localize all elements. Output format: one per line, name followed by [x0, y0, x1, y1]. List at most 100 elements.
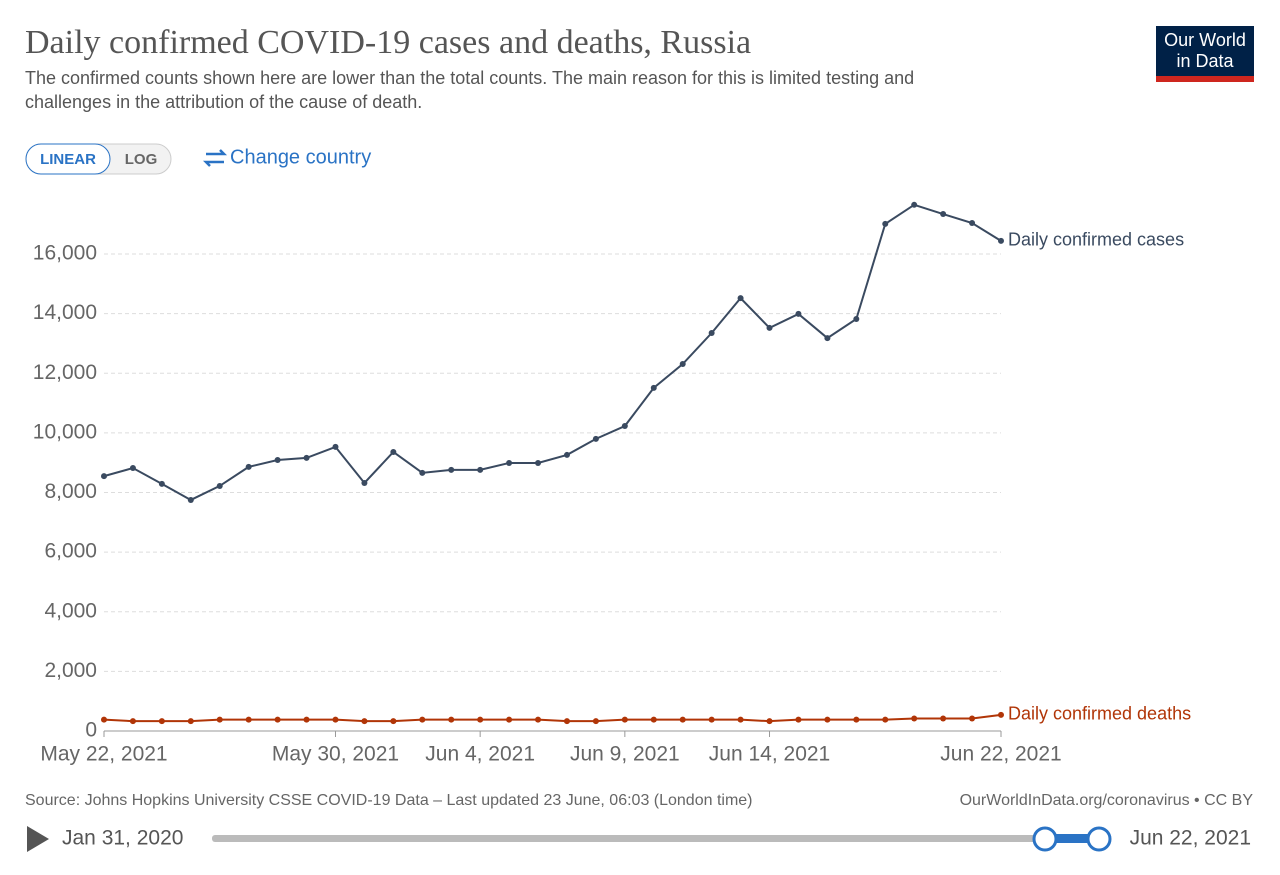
point	[216, 482, 223, 489]
point	[998, 711, 1004, 718]
point	[940, 211, 947, 218]
timeline-end: Jun 22, 2021	[1130, 827, 1251, 850]
point	[853, 716, 860, 723]
point	[795, 716, 802, 723]
point	[766, 718, 773, 725]
y-tick-label: 2,000	[44, 659, 97, 682]
x-tick-label: Jun 9, 2021	[570, 743, 680, 766]
point	[187, 496, 194, 503]
point	[158, 480, 165, 487]
x-tick-label: Jun 14, 2021	[709, 743, 830, 766]
y-tick-label: 6,000	[44, 540, 97, 563]
point	[940, 715, 947, 722]
timeline-track	[212, 835, 1102, 842]
point	[216, 716, 223, 723]
point	[245, 463, 252, 470]
title: Daily confirmed COVID-19 cases and death…	[25, 24, 751, 61]
point	[419, 469, 426, 476]
point	[998, 237, 1004, 244]
logo[interactable]	[1156, 26, 1254, 82]
y-tick-label: 16,000	[33, 242, 97, 265]
point	[650, 384, 657, 391]
point	[506, 716, 513, 723]
point	[853, 315, 860, 322]
point	[737, 295, 744, 302]
y-tick-label: 0	[85, 719, 97, 742]
point	[477, 466, 484, 473]
x-tick-label: Jun 22, 2021	[940, 743, 1061, 766]
logo-text: Our World	[1164, 30, 1246, 50]
point	[535, 716, 542, 723]
point	[332, 443, 339, 450]
point	[882, 220, 889, 227]
point	[274, 716, 281, 723]
point	[911, 715, 918, 722]
point	[650, 716, 657, 723]
point	[679, 361, 686, 368]
logo-bar	[1156, 76, 1254, 82]
swap-icon	[202, 149, 228, 167]
x-tick-label: May 22, 2021	[40, 743, 167, 766]
point	[592, 435, 599, 442]
point	[448, 716, 455, 723]
credit: OurWorldInData.org/coronavirus • CC BY	[960, 792, 1254, 809]
point	[824, 716, 831, 723]
log-button[interactable]: LOG	[125, 151, 158, 168]
point	[824, 335, 831, 342]
point	[506, 459, 513, 466]
point	[158, 718, 165, 725]
subtitle: The confirmed counts shown here are lowe…	[25, 68, 914, 88]
point	[969, 715, 976, 722]
point	[187, 718, 194, 725]
y-tick-label: 14,000	[33, 301, 97, 324]
point	[737, 716, 744, 723]
logo-text: in Data	[1176, 51, 1234, 71]
point	[448, 466, 455, 473]
point	[969, 219, 976, 226]
point	[535, 459, 542, 466]
point	[129, 718, 136, 725]
point	[332, 716, 339, 723]
timeline-start: Jan 31, 2020	[62, 827, 183, 850]
linear-label: LINEAR	[40, 151, 96, 168]
y-tick-label: 4,000	[44, 599, 97, 622]
point	[101, 716, 107, 723]
subtitle: challenges in the attribution of the cau…	[25, 92, 422, 112]
play-button[interactable]	[27, 826, 49, 852]
series-label: Daily confirmed cases	[1008, 230, 1184, 250]
point	[361, 718, 368, 725]
linear-button[interactable]	[25, 143, 111, 175]
point	[419, 716, 426, 723]
point	[361, 479, 368, 486]
point	[303, 716, 310, 723]
y-tick-label: 10,000	[33, 420, 97, 443]
change-country[interactable]: Change country	[230, 146, 371, 168]
y-tick-label: 12,000	[33, 361, 97, 384]
point	[621, 716, 628, 723]
point	[708, 330, 715, 337]
point	[911, 201, 918, 208]
point	[563, 718, 570, 725]
point	[390, 448, 397, 455]
point	[795, 310, 802, 317]
point	[129, 465, 136, 472]
series-line	[103, 713, 1002, 723]
y-tick-label: 8,000	[44, 480, 97, 503]
timeline-handle[interactable]	[1032, 826, 1058, 852]
point	[477, 716, 484, 723]
point	[245, 716, 252, 723]
timeline-handle[interactable]	[1086, 826, 1112, 852]
point	[766, 324, 773, 331]
x-tick-label: Jun 4, 2021	[425, 743, 535, 766]
x-tick-label: May 30, 2021	[272, 743, 399, 766]
point	[101, 473, 107, 480]
timeline-range	[1045, 834, 1099, 843]
point	[621, 423, 628, 430]
source: Source: Johns Hopkins University CSSE CO…	[25, 792, 753, 809]
point	[563, 451, 570, 458]
point	[390, 718, 397, 725]
point	[274, 457, 281, 464]
series-line	[103, 203, 1002, 502]
point	[592, 718, 599, 725]
